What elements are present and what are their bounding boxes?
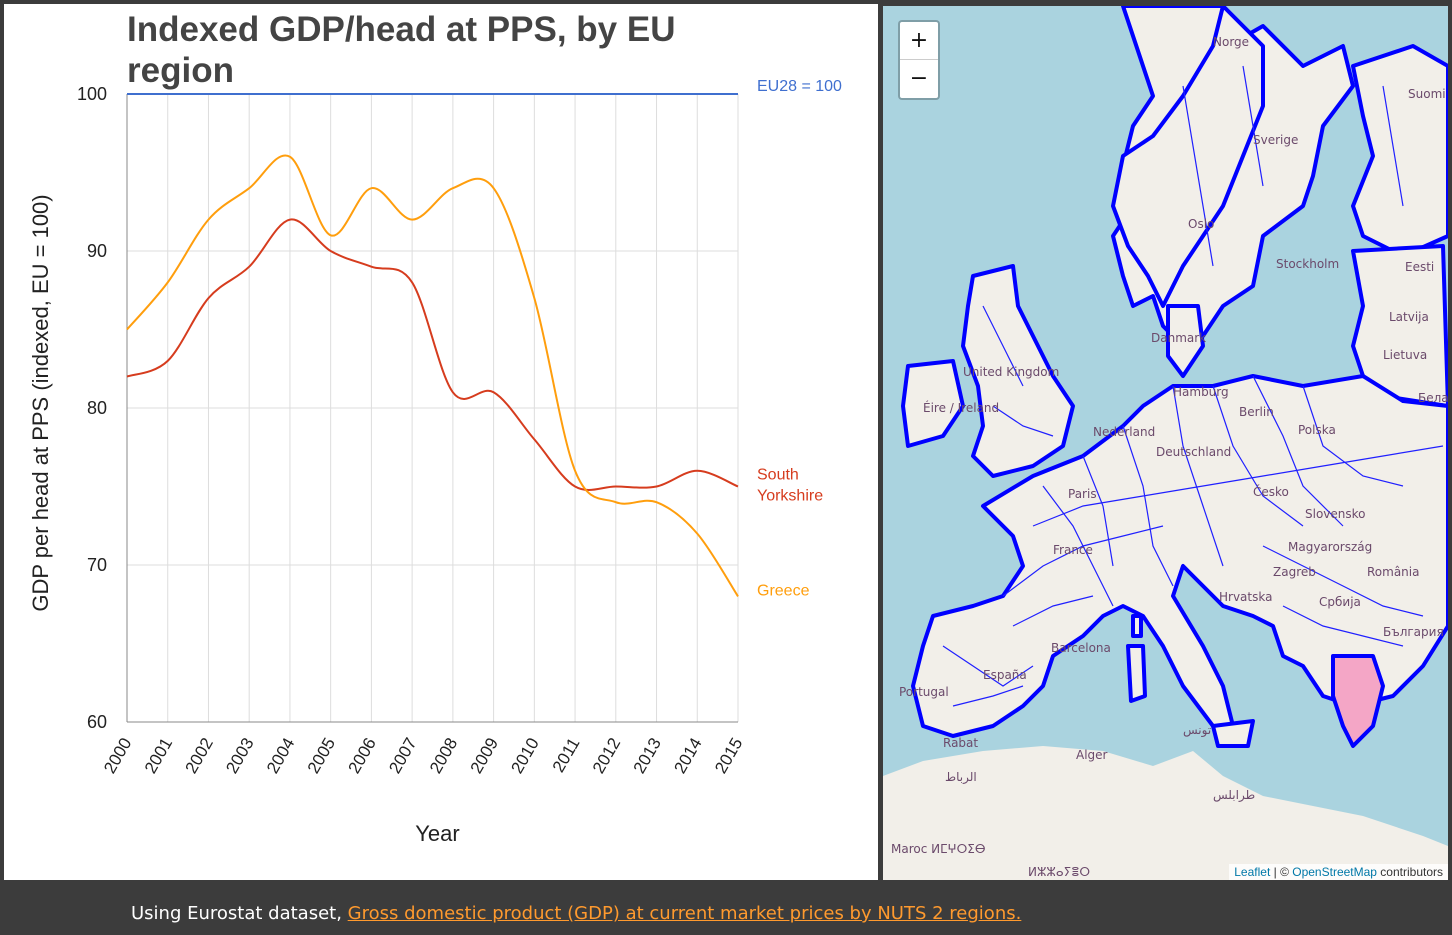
north-africa bbox=[883, 746, 1448, 880]
map-label-deutschland: Deutschland bbox=[1156, 445, 1231, 459]
map-label-barcelona: Barcelona bbox=[1051, 641, 1111, 655]
map-label-suomi: Suomi bbox=[1408, 87, 1446, 101]
x-tick-label: 2008 bbox=[426, 735, 461, 777]
y-tick-label: 80 bbox=[87, 398, 107, 418]
map-label-zagreb: Zagreb bbox=[1273, 565, 1316, 579]
map-label-alger: Alger bbox=[1076, 748, 1108, 762]
x-tick-label: 2000 bbox=[100, 735, 135, 777]
series-label-2: Greece bbox=[757, 582, 810, 599]
map-label-tripoli: طرابلس bbox=[1213, 788, 1255, 803]
map-label-espana: España bbox=[983, 668, 1027, 682]
map-label-hrvatska: Hrvatska bbox=[1219, 590, 1272, 604]
denmark-region bbox=[1166, 304, 1205, 378]
place-labels: Norge Sverige Suomi Oslo Stockholm Eesti… bbox=[891, 35, 1448, 879]
footer: Using Eurostat dataset, Gross domestic p… bbox=[131, 903, 1021, 924]
map-label-berlin: Berlin bbox=[1239, 405, 1274, 419]
finland-region bbox=[1351, 44, 1448, 258]
y-tick-label: 60 bbox=[87, 712, 107, 732]
dataset-link[interactable]: Gross domestic product (GDP) at current … bbox=[347, 903, 1022, 924]
osm-link[interactable]: OpenStreetMap bbox=[1292, 865, 1377, 879]
map-label-lietuva: Lietuva bbox=[1383, 348, 1427, 362]
region-borders bbox=[942, 65, 1444, 707]
x-tick-label: 2015 bbox=[711, 735, 746, 777]
map-label-rabat-ar: الرباط bbox=[945, 770, 977, 785]
map-label-maroc: Maroc ⵍⵎⵖⵔⵉⴱ bbox=[891, 842, 985, 856]
series-label-1: Yorkshire bbox=[757, 488, 823, 505]
x-tick-label: 2002 bbox=[182, 735, 217, 777]
chart-title-line: Indexed GDP/head at PPS, by EU bbox=[127, 10, 675, 49]
chart-panel: Indexed GDP/head at PPS, by EU region 60 70… bbox=[4, 4, 878, 880]
series-label-1: South bbox=[757, 467, 799, 484]
chart-title-line: region bbox=[127, 51, 234, 90]
x-tick-label: 2009 bbox=[467, 735, 502, 777]
map-label-eesti: Eesti bbox=[1405, 260, 1434, 274]
y-tick-label: 70 bbox=[87, 555, 107, 575]
x-tick-label: 2001 bbox=[141, 735, 176, 777]
map-label-bulgaria: България bbox=[1383, 625, 1444, 639]
x-tick-label: 2011 bbox=[549, 735, 584, 776]
map-label-nederland: Nederland bbox=[1093, 425, 1155, 439]
series-line-2 bbox=[126, 154, 739, 597]
map-label-cesko: Česko bbox=[1253, 484, 1289, 499]
zoom-control: + − bbox=[898, 20, 940, 100]
y-axis-label: GDP per head at PPS (indexed, EU = 100) bbox=[28, 194, 53, 611]
ireland-region bbox=[901, 359, 965, 448]
y-tick-label: 90 bbox=[87, 241, 107, 261]
map-panel[interactable]: Norge Sverige Suomi Oslo Stockholm Eesti… bbox=[883, 6, 1448, 880]
x-tick-label: 2013 bbox=[630, 735, 665, 777]
map-label-norge: Norge bbox=[1213, 35, 1249, 49]
x-tick-label: 2010 bbox=[507, 735, 542, 777]
map-label-stockholm: Stockholm bbox=[1276, 257, 1339, 271]
zoom-out-button[interactable]: − bbox=[909, 66, 929, 91]
map-label-danmark: Danmark bbox=[1151, 331, 1206, 345]
map-label-paris: Paris bbox=[1068, 487, 1097, 501]
map-label-latvija: Latvija bbox=[1389, 310, 1429, 324]
x-tick-label: 2006 bbox=[344, 735, 379, 777]
map-label-uk: United Kingdom bbox=[963, 365, 1059, 379]
uk-region bbox=[961, 264, 1075, 478]
zoom-in-button[interactable]: + bbox=[900, 22, 938, 60]
map-label-ireland: Éire / Ireland bbox=[923, 400, 999, 415]
map-label-magyarorszag: Magyarország bbox=[1288, 540, 1372, 554]
x-tick-label: 2007 bbox=[385, 735, 420, 777]
norway-coast bbox=[1111, 6, 1265, 308]
series-label-0: EU28 = 100 bbox=[757, 78, 842, 95]
map-label-romania: România bbox=[1367, 565, 1419, 579]
attribution-suffix: contributors bbox=[1376, 865, 1443, 879]
x-tick-label: 2005 bbox=[304, 735, 339, 777]
x-tick-label: 2003 bbox=[222, 735, 257, 777]
land-areas bbox=[901, 6, 1448, 748]
footer-prefix: Using Eurostat dataset, bbox=[131, 903, 348, 924]
map-label-srbija: Србија bbox=[1319, 595, 1361, 609]
map-label-portugal: Portugal bbox=[899, 685, 949, 699]
map-attribution: Leaflet | © OpenStreetMap contributors bbox=[1229, 864, 1448, 880]
series-line-1 bbox=[126, 218, 739, 491]
leaflet-link[interactable]: Leaflet bbox=[1234, 865, 1271, 879]
x-axis-label: Year bbox=[415, 821, 459, 846]
sicily bbox=[1211, 719, 1255, 748]
x-tick-label: 2014 bbox=[670, 735, 705, 777]
map-label-hamburg: Hamburg bbox=[1173, 385, 1229, 399]
map-label-algeria-tif: ⵍⵣⵣⴰⵢⴻⵔ bbox=[1028, 865, 1090, 879]
y-tick-label: 100 bbox=[77, 84, 107, 104]
map-label-slovensko: Slovensko bbox=[1305, 507, 1366, 521]
map-label-belarus: Беларусь bbox=[1418, 391, 1448, 405]
corsica bbox=[1131, 614, 1143, 638]
attribution-separator: | © bbox=[1270, 865, 1293, 879]
x-tick-label: 2012 bbox=[589, 735, 624, 777]
x-tick-label: 2004 bbox=[263, 735, 298, 777]
map-label-rabat: Rabat bbox=[943, 736, 978, 750]
greece-region bbox=[1331, 654, 1385, 748]
map-label-polska: Polska bbox=[1298, 423, 1336, 437]
map-label-tunis: تونس bbox=[1183, 723, 1211, 738]
europe-map[interactable]: Norge Sverige Suomi Oslo Stockholm Eesti… bbox=[883, 6, 1448, 880]
map-label-oslo: Oslo bbox=[1188, 217, 1214, 231]
map-label-france: France bbox=[1053, 543, 1093, 557]
sardinia bbox=[1126, 644, 1147, 703]
map-label-sverige: Sverige bbox=[1253, 133, 1298, 147]
